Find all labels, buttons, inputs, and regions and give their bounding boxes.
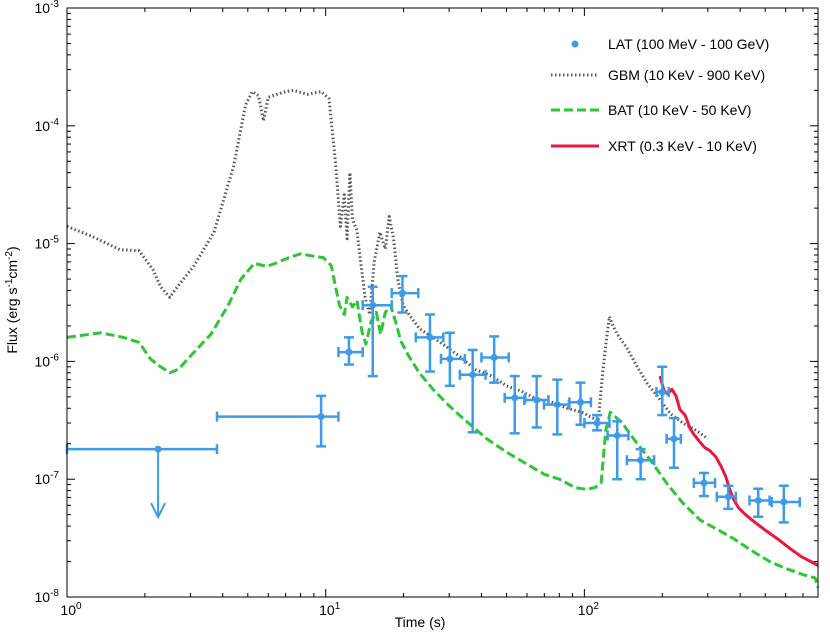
lat-data-point <box>568 381 593 426</box>
legend-lat-label: LAT (100 MeV - 100 GeV) <box>608 36 769 52</box>
lat-data-point <box>414 313 445 373</box>
x-tick-label: 102 <box>578 601 600 618</box>
lat-marker <box>670 435 678 443</box>
bat-curve <box>66 252 820 589</box>
lat-marker <box>754 496 762 504</box>
lat-marker <box>637 456 645 464</box>
y-tick-label: 10-5 <box>35 235 60 252</box>
lat-marker <box>553 401 561 409</box>
lat-marker <box>533 396 541 404</box>
lat-data-point <box>480 335 510 384</box>
gbm-series-layer <box>66 88 709 441</box>
x-tick-label: 101 <box>319 601 341 618</box>
y-tick-label: 10-3 <box>35 0 60 16</box>
lat-data-point <box>625 447 656 481</box>
lat-data-point <box>337 336 364 366</box>
y-tick-label: 10-8 <box>35 588 60 605</box>
lat-data-point <box>655 365 671 417</box>
y-axis-title: Flux (erg s-1cm-2) <box>4 246 20 353</box>
lat-data-point <box>606 420 630 481</box>
lat-data-point <box>692 471 717 498</box>
axis-ticks <box>66 7 819 598</box>
lat-data-point <box>390 274 420 314</box>
lat-data-point <box>439 331 467 388</box>
lat-data-point <box>748 487 771 518</box>
xrt-curve <box>658 375 819 567</box>
gbm-curve <box>66 88 709 441</box>
xrt-series-layer <box>658 375 819 567</box>
lat-marker <box>576 398 584 406</box>
legend-gbm-label: GBM (10 KeV - 900 KeV) <box>608 67 765 83</box>
lat-data-point <box>215 394 340 448</box>
lat-marker <box>490 353 498 361</box>
lat-marker <box>446 355 454 363</box>
lat-data-point <box>715 484 738 511</box>
x-axis-title: Time (s) <box>395 614 446 630</box>
lat-data-point <box>665 416 683 470</box>
lat-marker <box>780 498 788 506</box>
y-tick-label: 10-6 <box>35 352 60 369</box>
legend-bat-label: BAT (10 KeV - 50 KeV) <box>608 102 751 118</box>
lat-marker <box>154 445 162 453</box>
axis-tick-labels: 100 101 102 10-8 10-7 10-6 10-5 10-4 10-3 <box>35 0 600 618</box>
lat-upper-limit <box>65 444 219 520</box>
lat-marker <box>369 301 377 309</box>
lat-marker <box>317 413 325 421</box>
lat-marker <box>345 348 353 356</box>
y-tick-label: 10-4 <box>35 117 60 134</box>
lat-marker <box>593 419 601 427</box>
lat-marker <box>700 479 708 487</box>
legend-xrt-label: XRT (0.3 KeV - 10 KeV) <box>608 138 757 154</box>
lat-data-point <box>583 413 611 432</box>
lat-marker <box>511 394 519 402</box>
lat-marker <box>398 289 406 297</box>
lat-data-point <box>361 285 393 378</box>
lat-data-point <box>770 484 801 524</box>
lat-marker <box>426 333 434 341</box>
legend: LAT (100 MeV - 100 GeV) GBM (10 KeV - 90… <box>551 36 769 154</box>
lat-marker <box>469 371 477 379</box>
lat-marker <box>724 493 732 501</box>
lat-data-point <box>458 348 487 434</box>
y-tick-label: 10-7 <box>35 470 60 487</box>
lat-series-layer <box>65 274 801 524</box>
bat-series-layer <box>66 252 820 589</box>
legend-lat-marker <box>571 40 579 48</box>
lat-data-point <box>503 374 527 435</box>
lat-data-point <box>523 374 550 429</box>
x-tick-label: 100 <box>60 601 82 618</box>
lat-marker <box>613 431 621 439</box>
lat-marker <box>658 388 666 396</box>
lat-data-point <box>542 378 571 436</box>
plot-frame <box>66 7 819 598</box>
lat-upper-limit-arrowhead <box>150 502 167 520</box>
